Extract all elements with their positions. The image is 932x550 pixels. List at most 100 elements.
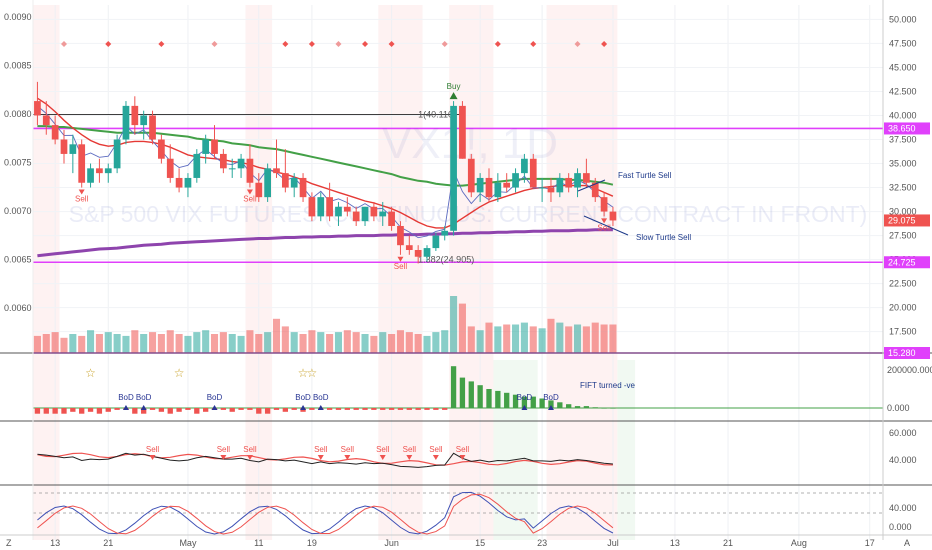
candle <box>113 134 121 174</box>
candle <box>34 81 41 126</box>
candle-body <box>547 187 555 193</box>
volume-bar <box>308 330 316 353</box>
osc1-bar <box>362 408 368 410</box>
volume-bar <box>503 324 511 353</box>
candle-body <box>202 139 210 154</box>
candle <box>450 101 457 236</box>
time-tick-label: 11 <box>254 538 263 548</box>
ema-fast-line <box>37 97 614 229</box>
oscillator-panels: BoD BoD BoD BoD BoD BoD BoD☆ ☆ ☆☆FIFT turned -ve… <box>0 352 932 535</box>
candle-body <box>467 158 475 193</box>
candle-body <box>565 177 573 188</box>
osc1-bar <box>406 408 412 410</box>
candle <box>131 96 139 135</box>
right-tick-label: 47.500 <box>889 38 917 48</box>
volume-bar <box>317 332 325 353</box>
candle-body <box>379 211 387 217</box>
candle-body <box>494 182 502 198</box>
bod-label: BoD <box>295 393 311 402</box>
diamond-marker <box>282 41 289 47</box>
candle <box>574 168 581 198</box>
volume-bar <box>414 334 422 353</box>
candle <box>255 173 263 202</box>
slow-turtle-arrow <box>583 215 629 236</box>
candle <box>228 158 236 178</box>
osc1-tick-label: 0.000 <box>887 403 910 413</box>
candle <box>583 158 590 188</box>
candle-body <box>405 245 413 251</box>
volume-bar <box>343 330 351 353</box>
candle-body <box>397 225 404 246</box>
buy-label: Buy <box>447 82 461 91</box>
candle <box>42 101 50 135</box>
candle-body <box>609 211 617 221</box>
time-tick-label: Aug <box>791 538 807 548</box>
candle-body <box>273 168 280 174</box>
volume-bar <box>591 322 599 353</box>
candle-body <box>388 211 395 226</box>
osc1-bar <box>220 408 227 410</box>
osc2-sell-arrow-icon <box>246 455 253 460</box>
candle-body <box>441 230 449 236</box>
time-tick-label: 23 <box>537 538 547 548</box>
osc1-bar <box>592 407 598 409</box>
candle <box>140 110 148 140</box>
osc1-bar <box>574 406 581 408</box>
candle-body <box>184 177 192 188</box>
osc1-bar <box>415 408 421 410</box>
sell-arrow-icon <box>246 189 253 195</box>
volume-bars <box>33 296 617 353</box>
diamond-marker <box>158 41 165 47</box>
volume-bar <box>334 332 343 353</box>
candle-body <box>193 153 201 178</box>
osc1-bar <box>450 366 457 408</box>
ma200-line <box>37 228 613 258</box>
right-tick-label: 35.000 <box>889 159 917 169</box>
price-tag-label: 15.280 <box>888 348 916 358</box>
osc1-bar <box>548 400 554 408</box>
osc1-bar <box>96 408 103 414</box>
right-tick-label: 32.500 <box>889 183 917 193</box>
watermark: VX1!, 1DS&P 500 VIX FUTURES (CONTINUOUS:… <box>69 119 868 227</box>
corner-right-label: A <box>904 538 910 548</box>
right-tick-label: 30.000 <box>889 207 917 217</box>
osc1-bar <box>486 389 492 408</box>
candle <box>370 201 378 222</box>
right-tick-label: 22.500 <box>889 279 917 289</box>
volume-bar <box>166 330 174 353</box>
candle-body <box>538 187 546 189</box>
osc2-tick-label: 40.000 <box>889 455 917 465</box>
osc1-bar <box>557 402 563 408</box>
right-tick-label: 45.000 <box>889 62 917 72</box>
diamond-marker <box>60 41 67 47</box>
candle <box>529 153 537 188</box>
volume-bar <box>441 330 449 353</box>
candle-body <box>299 177 307 198</box>
osc1-bar <box>167 408 173 414</box>
candle <box>423 245 431 262</box>
candle <box>503 173 511 193</box>
candle-body <box>414 250 422 257</box>
osc1-bar <box>371 408 377 410</box>
sell-label: Sell <box>597 223 611 232</box>
slow-turtle-label: Slow Turtle Sell <box>636 233 691 242</box>
candle-body <box>122 105 130 140</box>
bod-label: BoD <box>136 393 152 402</box>
candle-body <box>450 105 457 231</box>
candle <box>51 115 59 145</box>
candle <box>512 168 519 193</box>
diamond-marker <box>211 41 218 47</box>
volume-bar <box>529 326 537 353</box>
osc1-bar <box>380 408 386 410</box>
candle <box>184 173 192 198</box>
left-tick-label: 0.0080 <box>4 109 32 119</box>
osc1-bar <box>132 408 138 414</box>
candle-body <box>574 173 581 188</box>
time-tick-label: 21 <box>723 538 733 548</box>
osc2-sell-label: Sell <box>429 445 443 454</box>
osc3-tick-label: 0.000 <box>889 522 912 532</box>
volume-bar <box>148 332 157 353</box>
osc1-bar <box>194 408 200 414</box>
